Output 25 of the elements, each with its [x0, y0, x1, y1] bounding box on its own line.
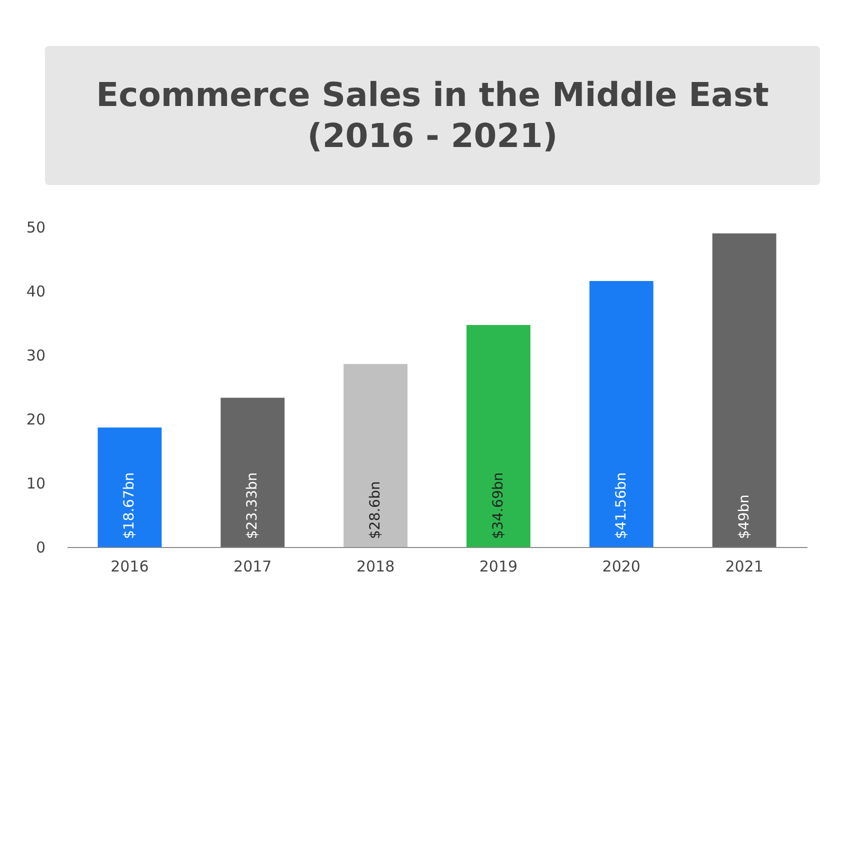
data-label: $23.33bn [244, 472, 261, 538]
y-tick-label: 40 [26, 282, 46, 300]
bar [712, 232, 776, 546]
bar [344, 363, 408, 546]
bar [589, 280, 654, 546]
y-tick-label: 30 [26, 346, 46, 364]
x-tick-label: 2021 [725, 557, 764, 575]
x-tick-label: 2019 [479, 557, 518, 575]
x-tick-label: 2017 [234, 557, 272, 575]
x-tick-label: 2020 [602, 557, 640, 575]
y-tick-label: 10 [26, 474, 46, 492]
x-tick-label: 2018 [356, 557, 395, 575]
bar [220, 397, 285, 546]
chart-title: Ecommerce Sales in the Middle East (2016 - 2021) [45, 46, 820, 184]
data-label: $34.69bn [490, 472, 506, 538]
y-tick-label: 0 [36, 538, 46, 556]
y-tick-label: 50 [26, 218, 46, 236]
x-tick-label: 2016 [110, 557, 149, 575]
data-label: $41.56bn [613, 472, 630, 538]
data-label: $18.67bn [122, 472, 138, 538]
data-label: $28.6bn [368, 480, 384, 538]
bar [466, 324, 530, 546]
bar [98, 427, 162, 546]
data-label: $49bn [736, 494, 752, 538]
y-tick-label: 20 [26, 410, 46, 428]
